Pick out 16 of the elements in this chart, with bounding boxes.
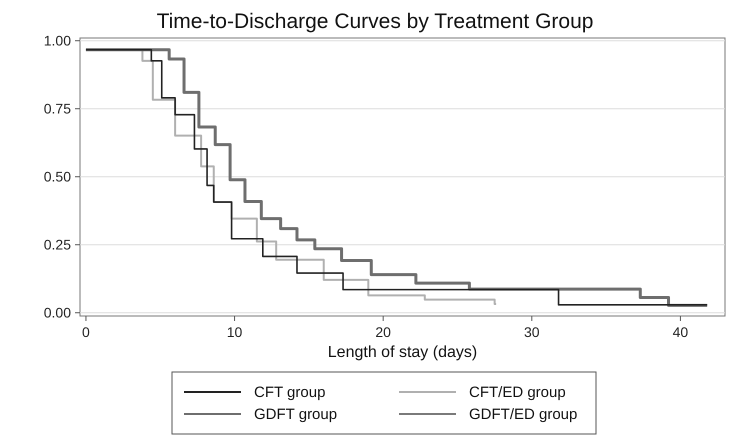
- y-tick-label: 1.00: [44, 32, 72, 49]
- x-axis-title: Length of stay (days): [328, 344, 478, 361]
- legend-label: CFT group: [254, 384, 326, 401]
- y-tick-label: 0.75: [44, 100, 72, 117]
- x-tick-label: 30: [524, 324, 540, 340]
- x-tick-label: 10: [226, 324, 243, 340]
- legend-label: CFT/ED group: [469, 384, 566, 401]
- x-tick-label: 20: [375, 324, 392, 340]
- chart-title: Time-to-Discharge Curves by Treatment Group: [156, 10, 594, 33]
- y-tick-label: 0.50: [44, 168, 72, 185]
- legend-label: GDFT group: [254, 406, 338, 423]
- x-tick-label: 0: [82, 324, 90, 340]
- y-tick-label: 0.00: [44, 304, 72, 321]
- legend-label: GDFT/ED group: [469, 406, 578, 423]
- x-tick-label: 40: [672, 324, 688, 340]
- y-tick-label: 0.25: [44, 236, 72, 253]
